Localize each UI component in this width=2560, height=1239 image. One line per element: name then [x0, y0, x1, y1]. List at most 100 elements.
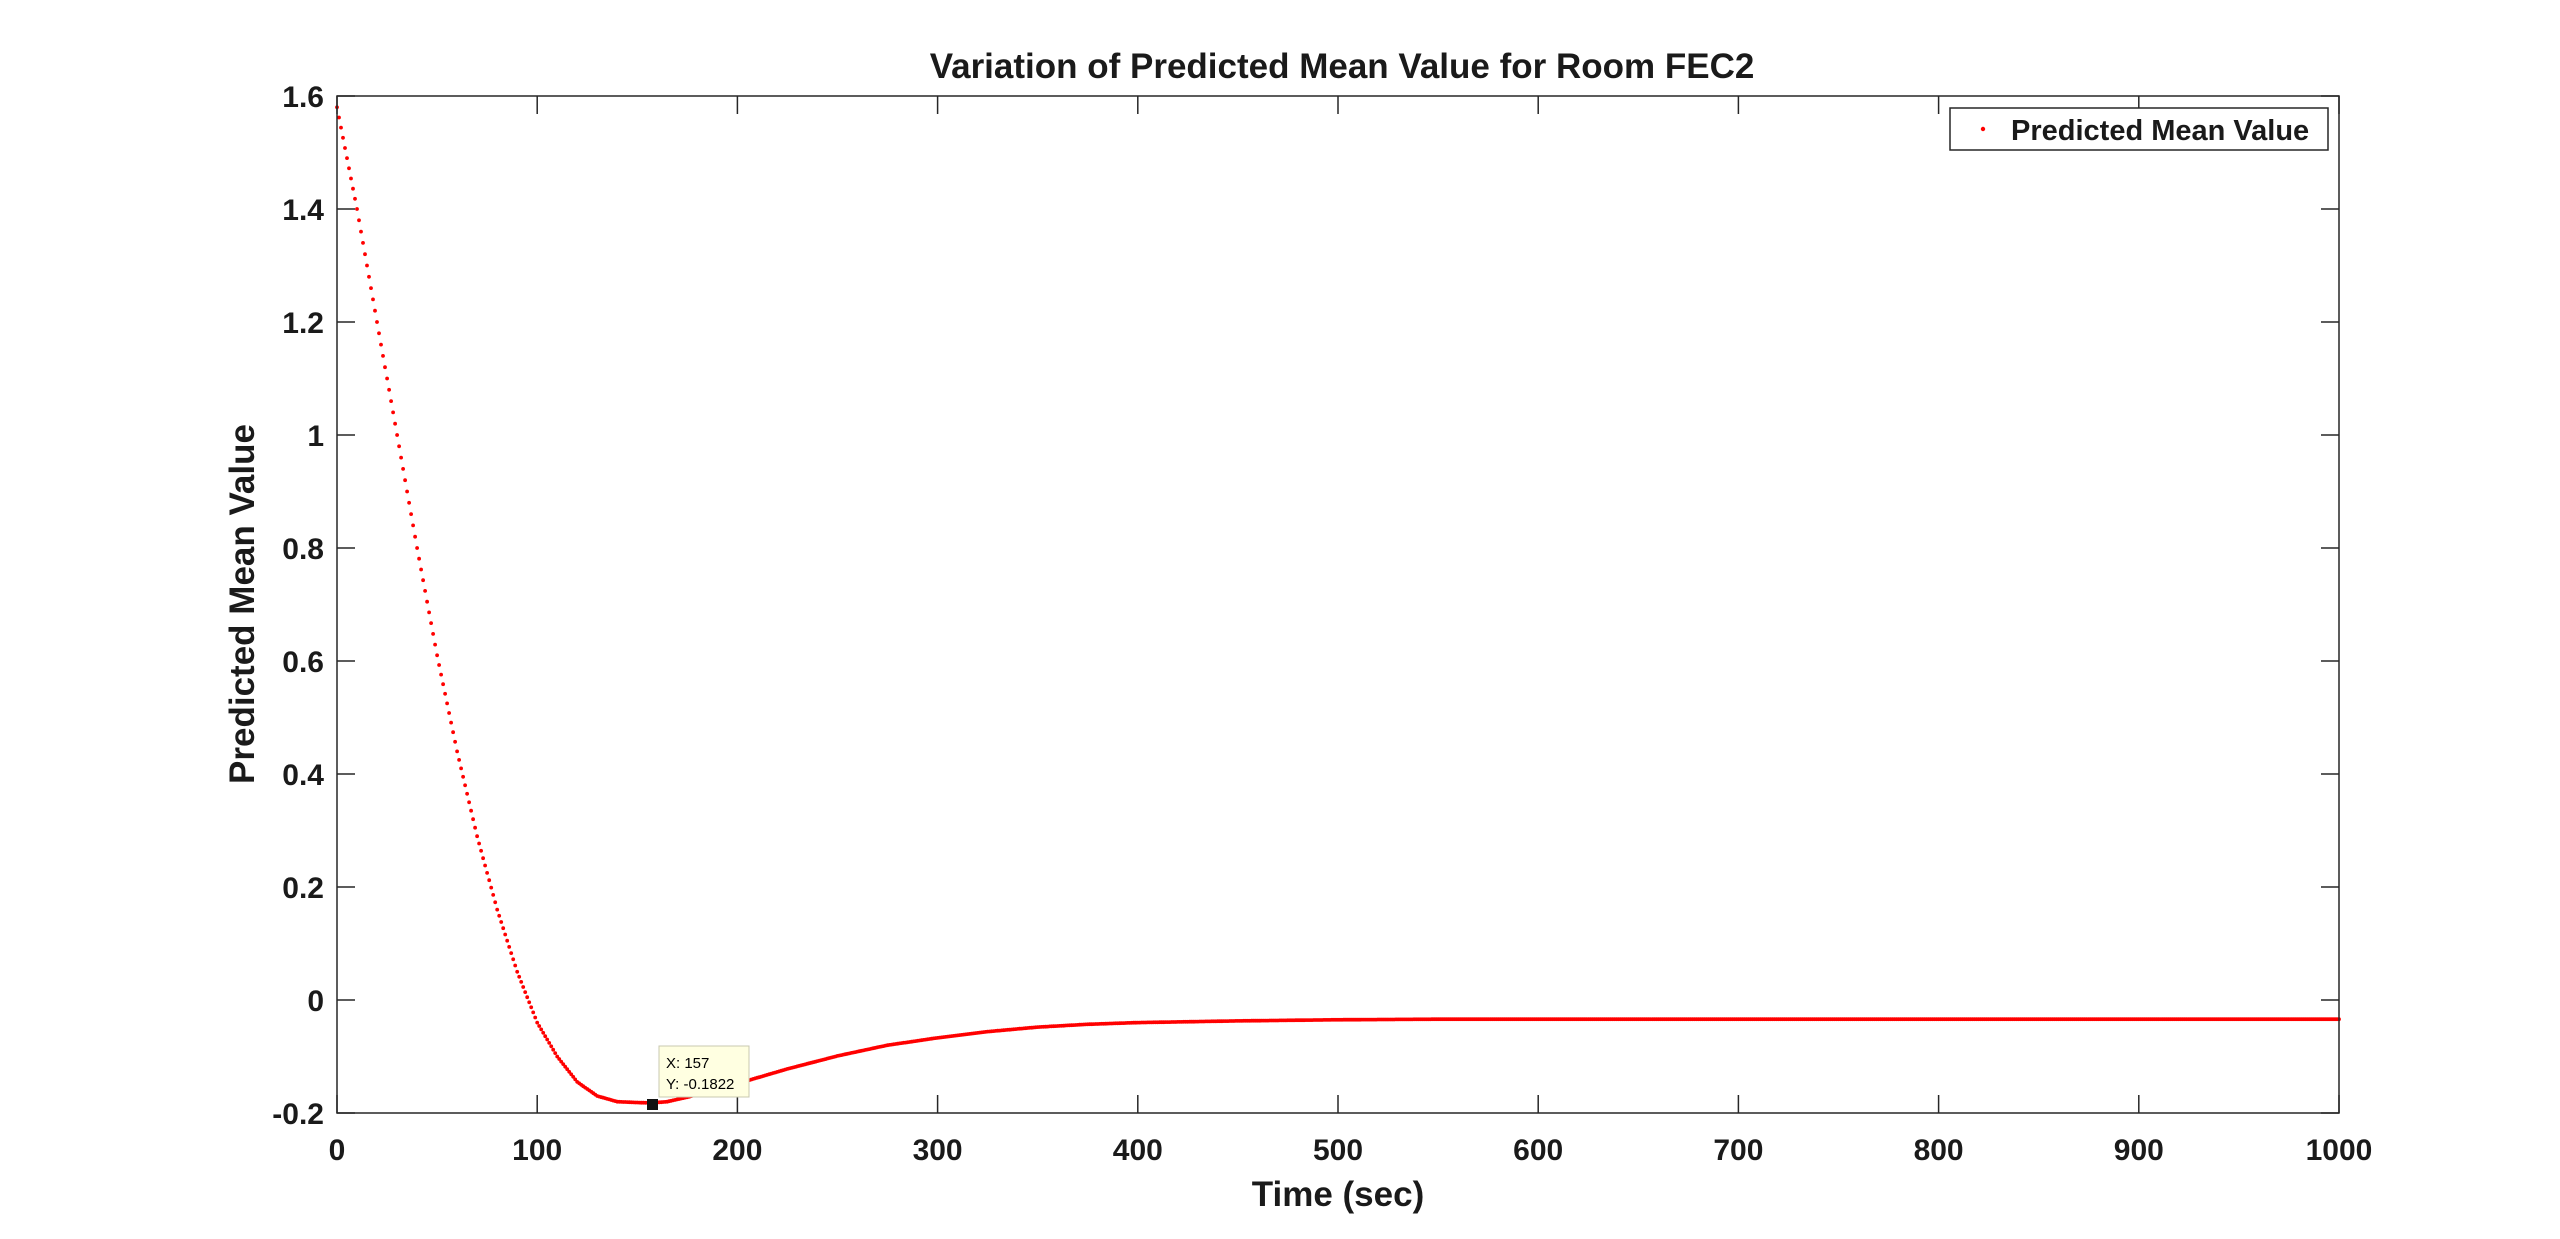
x-tick-label: 500: [1313, 1134, 1363, 1167]
data-point: [389, 399, 393, 403]
data-point: [399, 455, 403, 460]
data-point: [481, 856, 485, 861]
axes-background: [337, 96, 2339, 1113]
data-point: [453, 739, 457, 744]
y-tick-label: 1.6: [282, 81, 324, 114]
data-point: [441, 682, 445, 687]
data-point: [479, 848, 483, 853]
data-point: [417, 556, 421, 561]
data-point: [517, 974, 522, 979]
data-point: [409, 512, 413, 516]
y-tick-label: 0.2: [282, 872, 324, 905]
x-tick-label: 300: [913, 1134, 963, 1167]
data-point: [521, 985, 526, 989]
data-point: [339, 125, 343, 130]
data-point: [383, 365, 387, 370]
data-point: [531, 1010, 536, 1015]
data-point: [443, 691, 447, 696]
x-tick-label: 100: [512, 1134, 562, 1167]
data-point: [407, 500, 411, 505]
data-point: [433, 642, 437, 647]
data-point: [513, 963, 518, 968]
x-tick-label: 0: [329, 1134, 346, 1167]
x-tick-label: 900: [2114, 1134, 2164, 1167]
data-point: [535, 1020, 540, 1025]
data-point: [459, 766, 463, 771]
data-point: [337, 115, 341, 120]
data-point: [411, 523, 415, 528]
legend-label: Predicted Mean Value: [2011, 115, 2309, 147]
data-point: [485, 871, 489, 875]
x-tick-label: 700: [1713, 1134, 1763, 1167]
data-point: [491, 893, 496, 897]
data-point: [363, 252, 367, 257]
data-point: [405, 489, 409, 494]
data-point: [403, 478, 407, 483]
data-point: [439, 672, 443, 677]
data-point: [507, 945, 512, 949]
legend[interactable]: Predicted Mean Value: [1949, 107, 2329, 151]
data-point: [539, 1027, 544, 1032]
data-point: [357, 218, 361, 223]
data-point: [359, 229, 363, 234]
series-layer: [335, 105, 2341, 1105]
data-point: [501, 926, 506, 931]
data-point: [553, 1051, 558, 1055]
data-point: [423, 589, 427, 593]
data-point: [415, 546, 419, 550]
y-tick-label: -0.2: [272, 1098, 324, 1131]
x-tick-label: 600: [1513, 1134, 1563, 1167]
data-point: [371, 297, 375, 302]
plot-area[interactable]: [335, 95, 2341, 1114]
data-point: [523, 990, 528, 994]
data-point: [427, 610, 431, 615]
data-point: [515, 969, 520, 974]
data-point: [393, 421, 397, 426]
data-point: [557, 1057, 562, 1061]
datatip-x-label: X: 157: [666, 1055, 709, 1072]
data-point: [497, 913, 502, 918]
series-predicted-mean-value: [335, 105, 2341, 1105]
data-point: [413, 534, 417, 539]
data-point: [473, 825, 477, 830]
data-point: [503, 932, 508, 937]
x-tick-label: 1000: [2306, 1134, 2373, 1167]
data-point: [401, 467, 405, 471]
y-tick-label: 0: [307, 985, 324, 1018]
data-point: [381, 354, 385, 358]
datatip[interactable]: X: 157 Y: -0.1822: [647, 1045, 750, 1110]
y-tick-labels: -0.2 0 0.2 0.4 0.6 0.8 1 1.2 1.4 1.6: [272, 81, 324, 1131]
data-point: [551, 1047, 556, 1052]
data-point: [391, 410, 395, 415]
data-point: [565, 1067, 570, 1072]
data-point: [463, 783, 467, 788]
data-point: [509, 951, 514, 955]
y-tick-label: 0.6: [282, 646, 324, 679]
data-point: [489, 885, 494, 890]
data-point: [571, 1074, 576, 1079]
x-tick-label: 200: [712, 1134, 762, 1167]
data-point: [347, 166, 351, 171]
data-point: [471, 817, 475, 822]
data-point: [377, 331, 381, 336]
data-point: [343, 146, 347, 150]
data-point: [387, 387, 391, 392]
data-point: [549, 1044, 554, 1049]
data-point: [369, 286, 373, 290]
data-point: [421, 578, 425, 583]
data-point: [361, 241, 365, 245]
data-point: [375, 320, 379, 324]
data-point: [461, 774, 465, 779]
y-tick-label: 0.8: [282, 533, 324, 566]
legend-box: [1949, 107, 2329, 151]
data-point: [353, 196, 357, 201]
x-axis-label: Time (sec): [1252, 1175, 1425, 1214]
data-point: [379, 342, 383, 347]
data-point: [519, 980, 524, 984]
data-point: [499, 920, 504, 924]
data-point: [505, 938, 510, 943]
x-tick-labels: 0 100 200 300 400 500 600 700 800 900 1000: [329, 1134, 2373, 1167]
data-point: [547, 1041, 552, 1045]
data-point: [561, 1062, 566, 1066]
